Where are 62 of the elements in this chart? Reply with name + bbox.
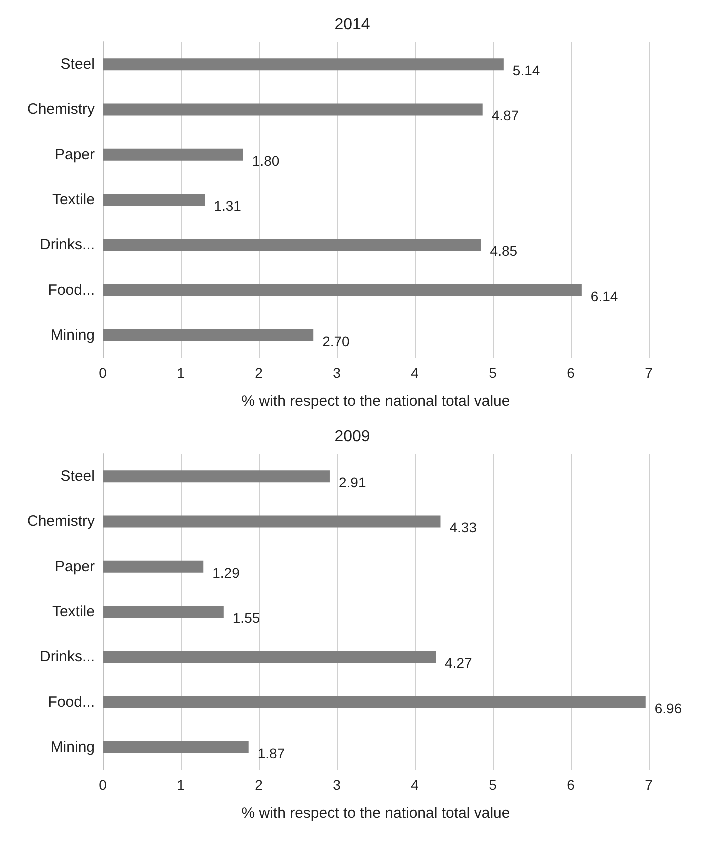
y-tick-label: Mining bbox=[50, 738, 95, 756]
y-tick-label: Textile bbox=[52, 192, 95, 208]
data-label: 1.80 bbox=[252, 152, 280, 169]
data-label: 5.14 bbox=[512, 62, 540, 79]
bar bbox=[103, 58, 504, 71]
bar bbox=[103, 239, 482, 252]
x-tick-label: 2 bbox=[255, 365, 264, 381]
data-label: 4.85 bbox=[490, 243, 518, 260]
chart-title: 2014 bbox=[334, 16, 370, 34]
bar bbox=[103, 696, 646, 708]
bar bbox=[103, 194, 206, 206]
bar bbox=[103, 741, 249, 754]
data-label: 1.31 bbox=[214, 198, 242, 214]
y-tick-label: Chemistry bbox=[27, 513, 96, 530]
data-label: 2.70 bbox=[322, 333, 350, 350]
bar bbox=[103, 516, 441, 528]
data-label: 6.96 bbox=[654, 700, 682, 716]
x-tick-label: 3 bbox=[333, 365, 342, 381]
y-tick-label: Food... bbox=[48, 694, 95, 711]
y-tick-label: Steel bbox=[60, 468, 95, 486]
x-tick-label: 0 bbox=[99, 777, 108, 793]
x-tick-label: 3 bbox=[333, 777, 342, 793]
y-tick-label: Paper bbox=[54, 146, 95, 164]
x-tick-label: 2 bbox=[255, 777, 264, 793]
x-tick-label: 5 bbox=[489, 365, 498, 381]
data-label: 4.33 bbox=[450, 520, 478, 536]
x-tick-label: 7 bbox=[645, 365, 654, 381]
chart-title: 2009 bbox=[334, 428, 370, 446]
bar bbox=[103, 470, 330, 483]
x-axis-title: % with respect to the national total value bbox=[242, 805, 510, 822]
data-label: 1.87 bbox=[258, 745, 286, 762]
bar bbox=[103, 284, 582, 296]
y-tick-label: Mining bbox=[50, 326, 95, 344]
x-tick-label: 5 bbox=[489, 777, 498, 793]
data-label: 4.27 bbox=[445, 655, 473, 672]
bar bbox=[103, 104, 483, 116]
x-tick-label: 6 bbox=[567, 365, 576, 381]
bar bbox=[103, 329, 314, 342]
x-tick-label: 6 bbox=[567, 777, 576, 793]
x-tick-label: 0 bbox=[99, 365, 108, 381]
data-label: 1.29 bbox=[212, 564, 240, 581]
data-label: 2.91 bbox=[338, 474, 366, 491]
y-tick-label: Food... bbox=[48, 282, 95, 299]
y-tick-label: Drinks... bbox=[40, 236, 95, 254]
y-tick-label: Steel bbox=[60, 56, 95, 74]
y-tick-label: Chemistry bbox=[27, 101, 96, 118]
x-tick-label: 1 bbox=[177, 365, 186, 381]
bar bbox=[103, 560, 204, 573]
data-label: 6.14 bbox=[590, 288, 618, 304]
data-label: 4.87 bbox=[492, 108, 520, 124]
x-axis-title: % with respect to the national total value bbox=[242, 393, 510, 410]
bar bbox=[103, 148, 244, 161]
data-label: 1.55 bbox=[232, 610, 260, 626]
y-tick-label: Drinks... bbox=[40, 648, 95, 666]
bar bbox=[103, 606, 224, 618]
y-tick-label: Paper bbox=[54, 558, 95, 576]
x-tick-label: 7 bbox=[645, 777, 654, 793]
bar bbox=[103, 651, 436, 664]
y-tick-label: Textile bbox=[52, 604, 95, 620]
x-tick-label: 4 bbox=[411, 777, 420, 793]
x-tick-label: 1 bbox=[177, 777, 186, 793]
x-tick-label: 4 bbox=[411, 365, 420, 381]
